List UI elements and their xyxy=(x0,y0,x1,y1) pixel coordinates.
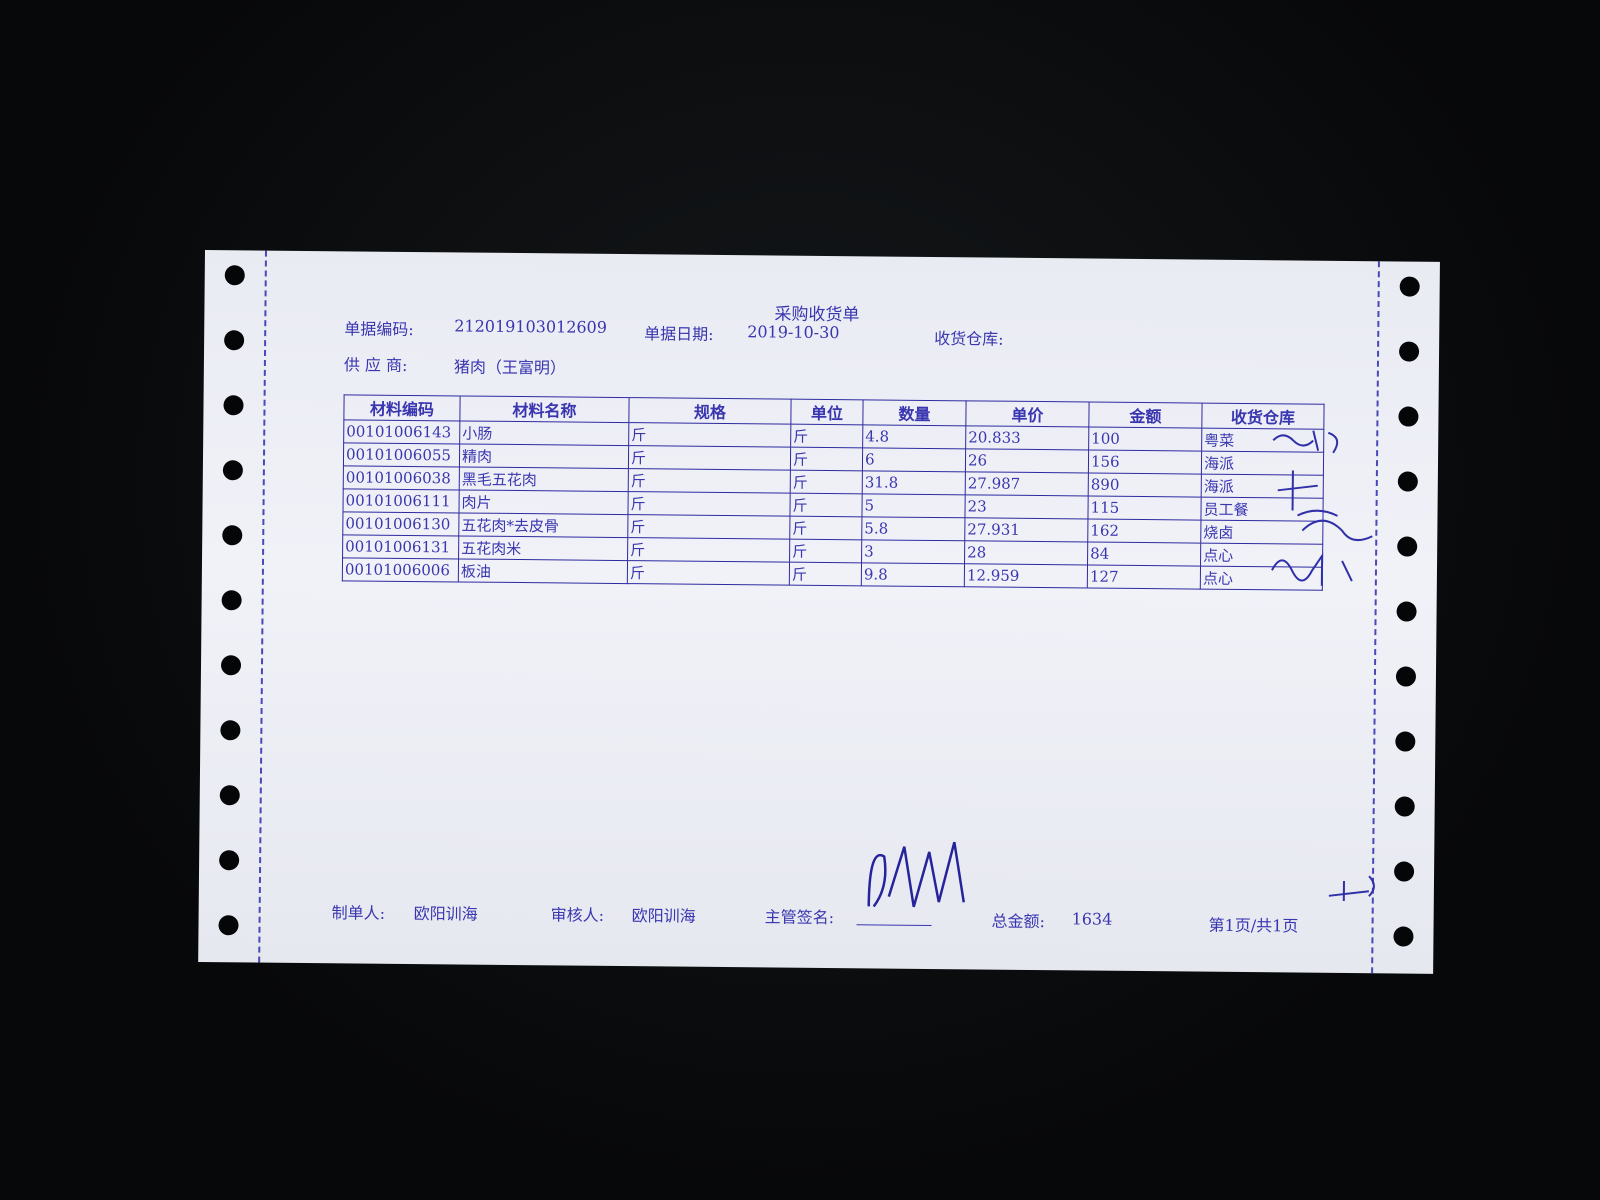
table-cell: 斤 xyxy=(789,493,863,517)
table-cell: 00101006055 xyxy=(343,442,460,467)
table-cell: 890 xyxy=(1088,472,1202,498)
doc-no: 212019103012609 xyxy=(454,316,608,337)
column-header: 材料编码 xyxy=(343,394,461,421)
table-cell: 板油 xyxy=(458,558,628,584)
table-cell: 00101006130 xyxy=(342,511,459,536)
table-cell: 00101006006 xyxy=(342,557,459,582)
table-cell: 00101006111 xyxy=(342,488,460,513)
table-cell: 肉片 xyxy=(458,489,629,515)
table-cell: 黑毛五花肉 xyxy=(459,466,629,492)
column-header: 单位 xyxy=(790,399,864,425)
table-cell: 斤 xyxy=(790,470,863,494)
total-amount: 1634 xyxy=(1071,909,1113,929)
table-cell: 115 xyxy=(1087,495,1202,521)
table-cell: 127 xyxy=(1087,564,1201,590)
table-cell: 28 xyxy=(964,540,1088,565)
table-cell: 五花肉*去皮骨 xyxy=(458,512,628,538)
column-header: 单价 xyxy=(965,400,1090,427)
maker-label: 制单人: xyxy=(331,903,386,923)
tractor-hole xyxy=(222,525,243,546)
table-cell: 4.8 xyxy=(862,424,966,449)
maker: 欧阳训海 xyxy=(413,904,478,924)
tractor-hole xyxy=(218,915,239,936)
table-cell: 00101006038 xyxy=(343,465,460,490)
table-cell: 精肉 xyxy=(459,443,629,469)
tractor-hole xyxy=(224,265,245,286)
table-cell: 23 xyxy=(964,494,1089,519)
table-cell: 3 xyxy=(861,539,965,564)
table-cell: 斤 xyxy=(627,537,790,563)
receipt-paper: 采购收货单 单据编码: 212019103012609 单据日期: 2019-1… xyxy=(198,250,1440,974)
table-cell: 27.931 xyxy=(964,517,1088,542)
table-cell: 156 xyxy=(1088,449,1202,475)
table-cell: 斤 xyxy=(789,516,862,540)
supplier: 猪肉（王富明） xyxy=(453,357,566,378)
table-cell: 31.8 xyxy=(862,470,966,495)
supervisor-label: 主管签名: xyxy=(764,907,835,928)
table-cell: 00101006131 xyxy=(342,534,459,559)
table-cell: 9.8 xyxy=(861,562,965,587)
tractor-hole xyxy=(219,785,240,806)
column-header: 材料名称 xyxy=(459,395,630,423)
column-header: 数量 xyxy=(862,399,967,426)
tractor-hole xyxy=(220,720,241,741)
table-cell: 斤 xyxy=(627,491,791,517)
tractor-hole xyxy=(1395,731,1416,752)
table-cell: 斤 xyxy=(628,422,791,448)
tractor-strip-left xyxy=(198,250,267,963)
column-header: 规格 xyxy=(628,397,792,425)
table-cell: 斤 xyxy=(628,468,791,494)
column-header: 金额 xyxy=(1088,401,1203,429)
table-cell: 5 xyxy=(861,493,966,518)
tractor-hole xyxy=(223,395,244,416)
page-indicator: 第1页/共1页 xyxy=(1208,915,1299,936)
table-cell: 100 xyxy=(1088,426,1202,452)
date: 2019-10-30 xyxy=(747,322,840,343)
tractor-hole xyxy=(1398,341,1420,362)
supplier-label: 供 应 商: xyxy=(343,355,408,375)
table-cell: 6 xyxy=(862,447,966,472)
tractor-hole xyxy=(221,590,242,611)
tractor-hole xyxy=(220,655,242,676)
reviewer: 欧阳训海 xyxy=(631,906,696,926)
tractor-hole xyxy=(1393,926,1414,947)
table-cell: 26 xyxy=(965,448,1089,473)
tractor-hole xyxy=(219,850,240,871)
warehouse-label: 收货仓库: xyxy=(934,329,1004,349)
tractor-hole xyxy=(1395,666,1417,687)
table-cell: 斤 xyxy=(789,539,862,563)
table-cell: 5.8 xyxy=(861,516,965,541)
table-cell: 斤 xyxy=(627,514,790,540)
reviewer-label: 审核人: xyxy=(550,905,605,925)
doc-no-label: 单据编码: xyxy=(344,319,414,340)
table-cell: 162 xyxy=(1087,518,1201,544)
items-table: 材料编码 材料名称 规格 单位 数量 单价 金额 收货仓库 00101006143 小肠斤斤 4.… xyxy=(342,394,1325,591)
table-cell: 27.987 xyxy=(965,471,1089,496)
date-label: 单据日期: xyxy=(644,324,714,344)
table-cell: 12.959 xyxy=(964,563,1088,588)
document-title: 采购收货单 xyxy=(774,304,860,326)
table-cell: 五花肉米 xyxy=(458,535,628,561)
table-cell: 斤 xyxy=(790,447,863,471)
table-cell: 斤 xyxy=(627,560,790,586)
table-cell: 斤 xyxy=(628,445,791,471)
handwritten-signatures xyxy=(1271,430,1373,586)
tractor-hole xyxy=(1394,796,1415,817)
total-label: 总金额: xyxy=(991,911,1046,932)
table-cell: 小肠 xyxy=(459,420,629,446)
handwritten-mark xyxy=(1328,875,1375,901)
tractor-hole xyxy=(1399,276,1420,297)
table-cell: 00101006143 xyxy=(343,419,460,444)
supervisor-signature xyxy=(867,841,966,908)
table-cell: 斤 xyxy=(789,562,862,586)
table-cell: 20.833 xyxy=(965,425,1089,450)
table-cell: 斤 xyxy=(790,424,863,448)
tractor-hole xyxy=(222,460,243,481)
tractor-hole xyxy=(224,330,245,351)
table-cell: 84 xyxy=(1087,541,1201,567)
